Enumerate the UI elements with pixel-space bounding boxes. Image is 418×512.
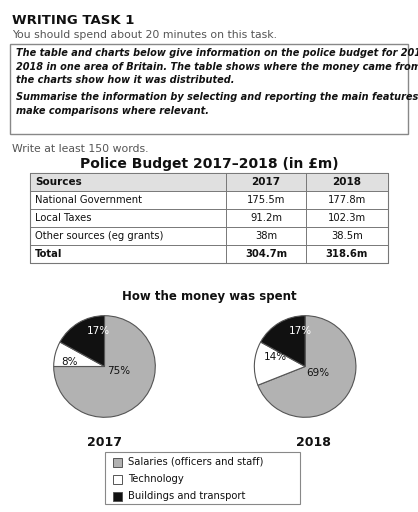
Bar [113,475,122,483]
Text: 17%: 17% [288,326,312,336]
Text: National Government: National Government [35,195,142,205]
Text: Total: Total [35,249,62,259]
Bar [113,492,122,501]
Text: Salaries (officers and staff): Salaries (officers and staff) [128,457,263,467]
Text: WRITING TASK 1: WRITING TASK 1 [12,14,134,27]
Text: 8%: 8% [62,357,78,368]
Text: Local Taxes: Local Taxes [35,213,92,223]
Text: Other sources (eg grants): Other sources (eg grants) [35,231,163,241]
Text: Write at least 150 words.: Write at least 150 words. [12,144,148,154]
Wedge shape [54,316,155,417]
Text: 17%: 17% [87,326,110,336]
Text: How the money was spent: How the money was spent [122,290,296,303]
Text: 2017: 2017 [87,436,122,449]
Text: 38.5m: 38.5m [331,231,363,241]
Text: Sources: Sources [35,177,82,187]
Bar [113,458,122,466]
Bar [30,173,388,263]
Text: 177.8m: 177.8m [328,195,366,205]
Text: You should spend about 20 minutes on this task.: You should spend about 20 minutes on thi… [12,30,277,40]
Text: The table and charts below give information on the police budget for 2017 and
20: The table and charts below give informat… [16,48,418,85]
Wedge shape [261,316,305,367]
Text: 14%: 14% [264,352,287,362]
Text: 69%: 69% [306,368,329,377]
Text: Summarise the information by selecting and reporting the main features, and
make: Summarise the information by selecting a… [16,92,418,116]
Bar [105,452,300,504]
Text: Police Budget 2017–2018 (in £m): Police Budget 2017–2018 (in £m) [80,157,338,171]
Text: 38m: 38m [255,231,277,241]
Text: 91.2m: 91.2m [250,213,282,223]
Wedge shape [254,342,305,385]
Bar [30,173,388,191]
Text: 2018: 2018 [296,436,331,449]
Text: 2017: 2017 [252,177,280,187]
Wedge shape [60,316,104,367]
Text: 2018: 2018 [332,177,362,187]
Wedge shape [258,316,356,417]
Bar [10,44,408,134]
Text: Technology: Technology [128,474,184,484]
Text: 318.6m: 318.6m [326,249,368,259]
Text: 102.3m: 102.3m [328,213,366,223]
Wedge shape [54,342,104,367]
Text: 75%: 75% [107,366,130,376]
Text: 175.5m: 175.5m [247,195,285,205]
Text: 304.7m: 304.7m [245,249,287,259]
Text: Buildings and transport: Buildings and transport [128,491,245,501]
